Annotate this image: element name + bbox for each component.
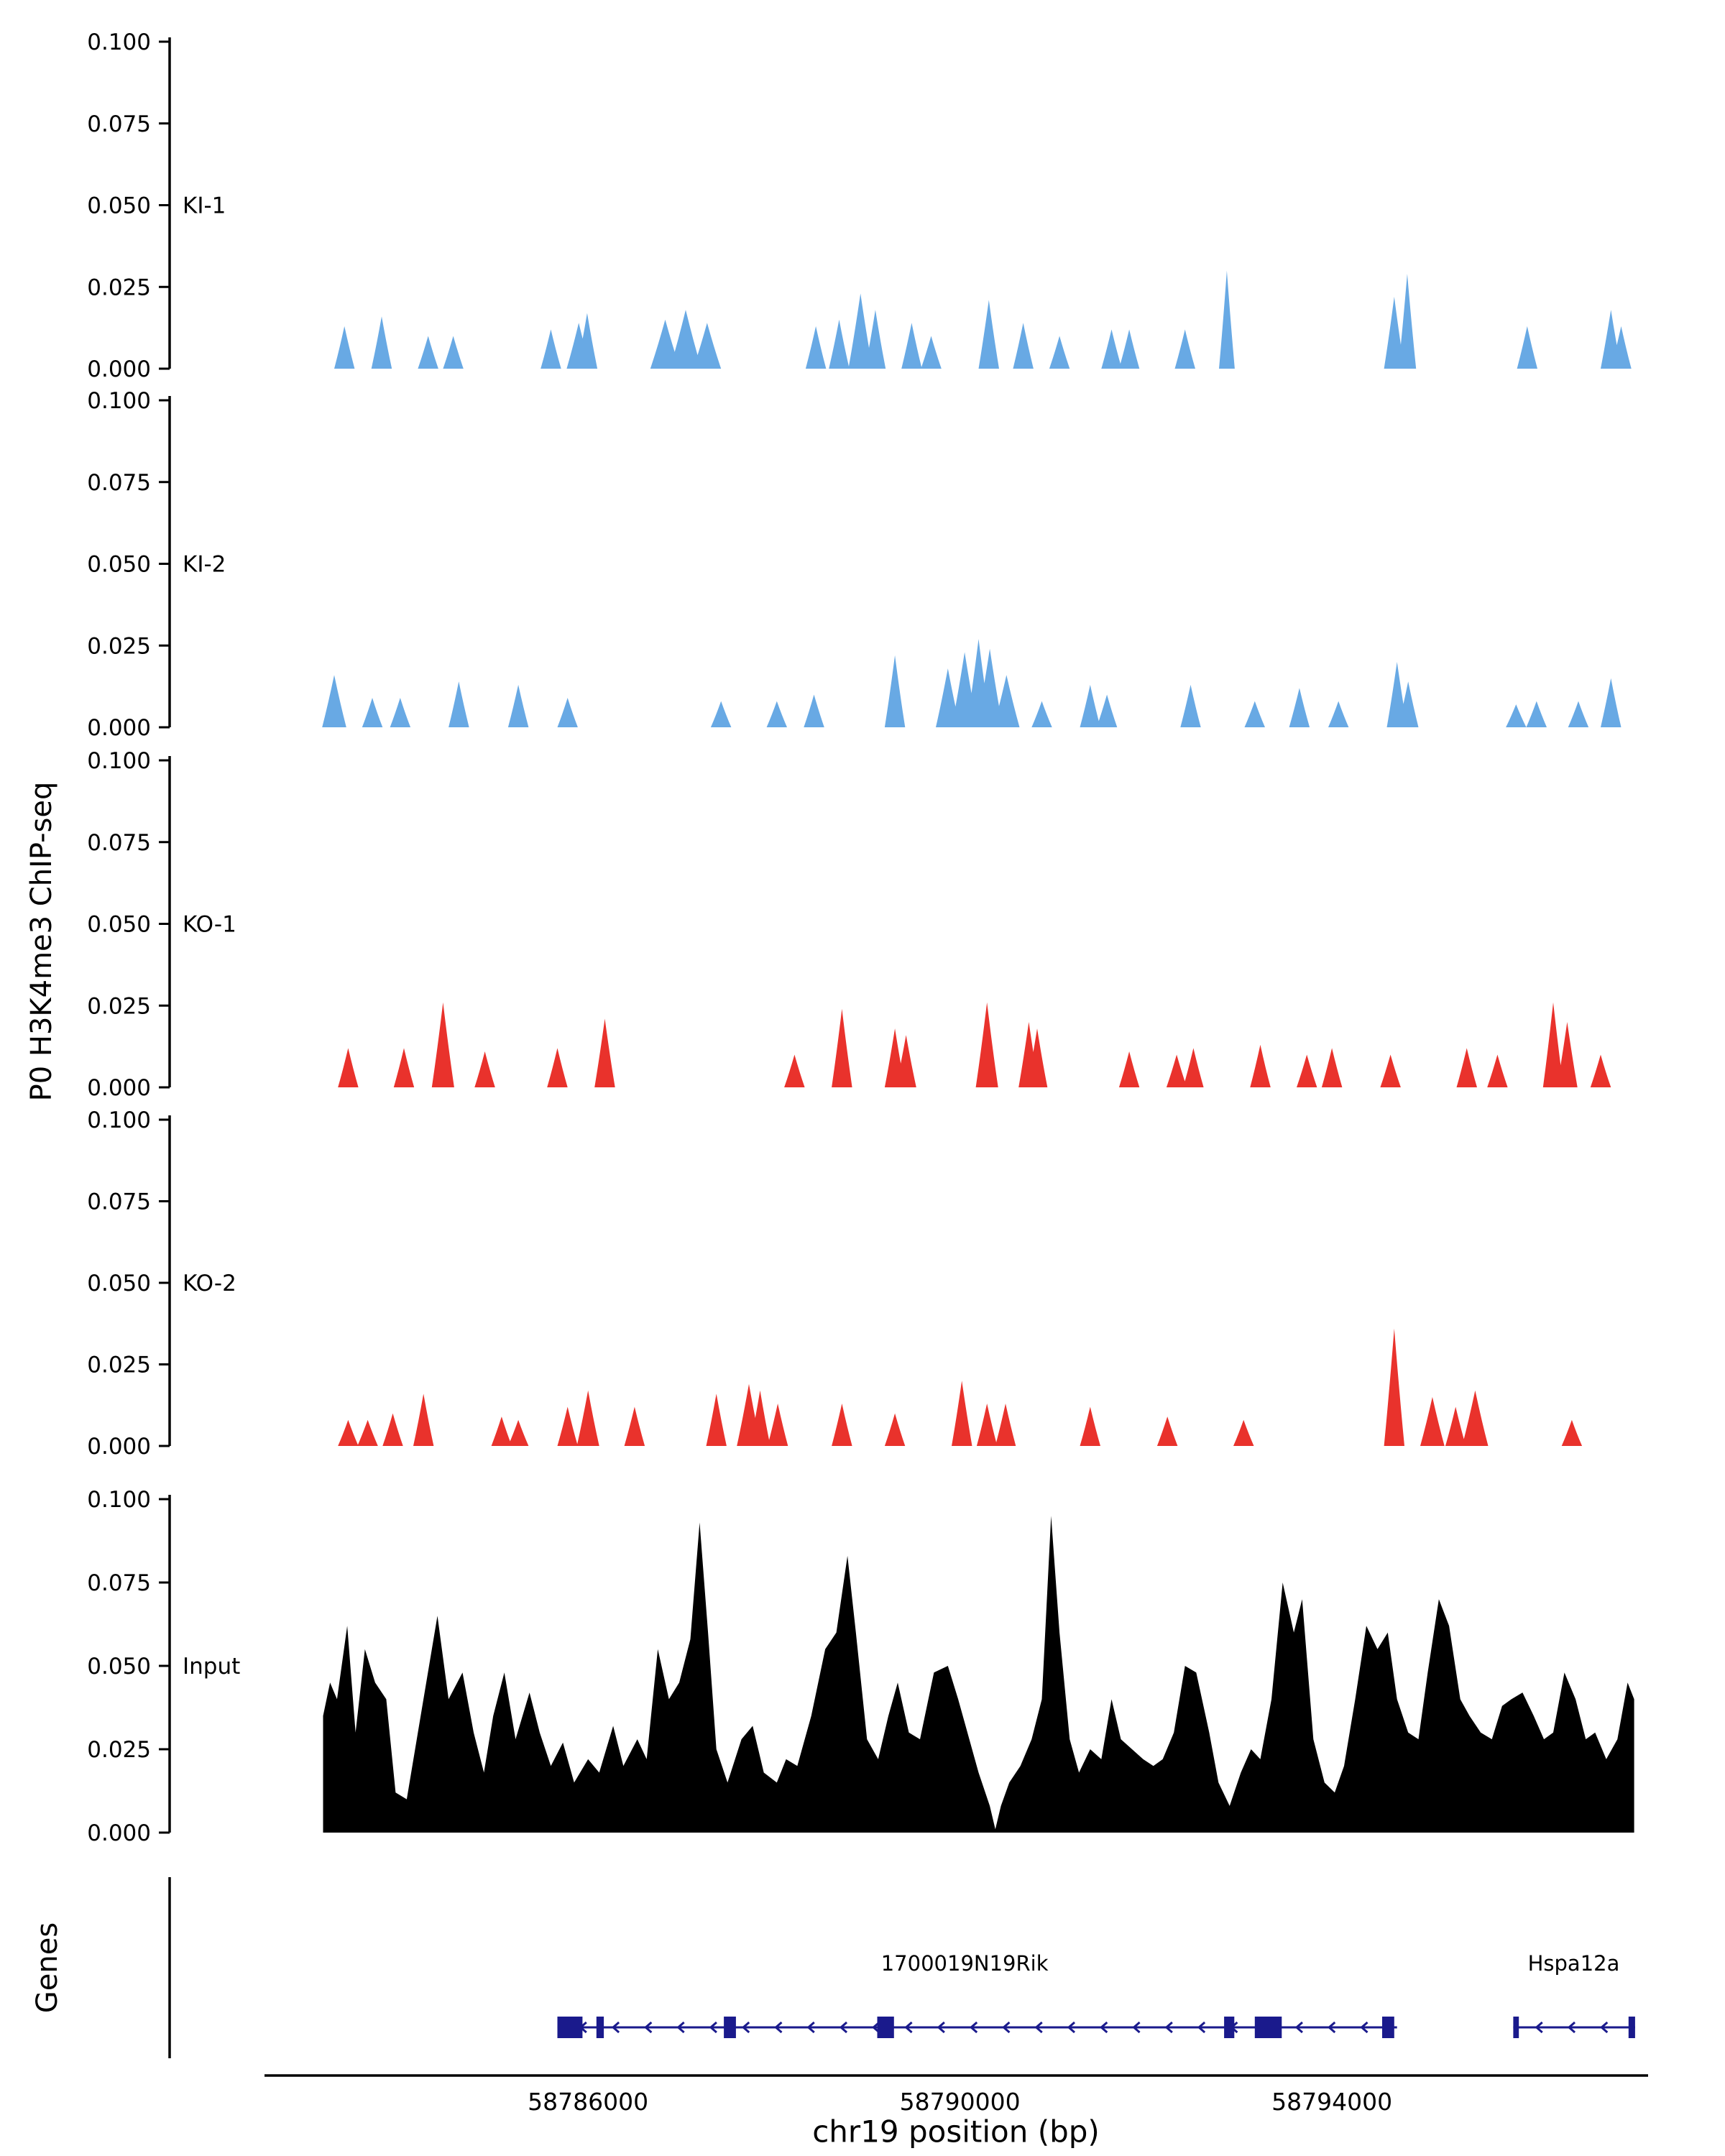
exon-box xyxy=(1254,2017,1282,2038)
y-tick-label: 0.050 xyxy=(87,912,151,938)
x-axis-title: chr19 position (bp) xyxy=(812,2114,1100,2150)
x-tick-label: 58790000 xyxy=(900,2088,1021,2116)
strand-arrow-icon xyxy=(709,2021,717,2034)
track-label-ki-2: KI-2 xyxy=(183,552,226,578)
y-tick-label: 0.000 xyxy=(87,1820,151,1846)
exon-box xyxy=(557,2017,583,2038)
y-tick-label: 0.050 xyxy=(87,1271,151,1296)
strand-arrow-icon xyxy=(611,2021,620,2034)
exon-box xyxy=(724,2017,736,2038)
strand-arrow-icon xyxy=(1067,2021,1076,2034)
y-tick-label: 0.075 xyxy=(87,470,151,496)
y-tick-label: 0.100 xyxy=(87,748,151,774)
signal-peaks-ki-1 xyxy=(334,270,1632,369)
strand-arrow-icon xyxy=(1100,2021,1108,2034)
strand-arrow-icon xyxy=(937,2021,945,2034)
exon-box xyxy=(596,2017,604,2038)
x-tick-label: 58786000 xyxy=(528,2088,648,2116)
gene-label: Hspa12a xyxy=(1528,1951,1620,1976)
strand-arrow-icon xyxy=(774,2021,783,2034)
y-tick-label: 0.025 xyxy=(87,993,151,1019)
track-label-ki-1: KI-1 xyxy=(183,193,226,219)
y-tick-label: 0.050 xyxy=(87,552,151,578)
strand-arrow-icon xyxy=(1164,2021,1173,2034)
strand-arrow-icon xyxy=(1002,2021,1011,2034)
exon-box xyxy=(1224,2017,1235,2038)
strand-arrow-icon xyxy=(969,2021,978,2034)
y-tick-label: 0.025 xyxy=(87,1737,151,1763)
y-tick-label: 0.050 xyxy=(87,193,151,219)
strand-arrow-icon xyxy=(806,2021,815,2034)
strand-arrow-icon xyxy=(1360,2021,1368,2034)
signal-profile-input xyxy=(323,1516,1634,1833)
strand-arrow-icon xyxy=(839,2021,848,2034)
signal-peaks-ko-2 xyxy=(338,1328,1583,1446)
y-tick-label: 0.000 xyxy=(87,1434,151,1460)
strand-arrow-icon xyxy=(1132,2021,1141,2034)
exon-box xyxy=(1382,2017,1394,2038)
y-tick-label: 0.000 xyxy=(87,356,151,382)
y-tick-label: 0.025 xyxy=(87,275,151,300)
strand-arrow-icon xyxy=(1294,2021,1303,2034)
y-tick-label: 0.075 xyxy=(87,1570,151,1596)
y-tick-label: 0.000 xyxy=(87,1075,151,1101)
strand-arrow-icon xyxy=(1034,2021,1043,2034)
strand-arrow-icon xyxy=(1535,2021,1543,2034)
track-label-input: Input xyxy=(183,1654,240,1680)
y-tick-label: 0.075 xyxy=(87,1189,151,1215)
gene-label: 1700019N19Rik xyxy=(881,1951,1049,1976)
y-tick-label: 0.050 xyxy=(87,1654,151,1680)
strand-arrow-icon xyxy=(1197,2021,1206,2034)
track-label-ko-2: KO-2 xyxy=(183,1271,236,1296)
y-tick-label: 0.100 xyxy=(87,29,151,55)
track-label-ko-1: KO-1 xyxy=(183,912,236,938)
strand-arrow-icon xyxy=(1327,2021,1336,2034)
y-tick-label: 0.025 xyxy=(87,1353,151,1378)
x-tick-label: 58794000 xyxy=(1271,2088,1392,2116)
strand-arrow-icon xyxy=(1567,2021,1576,2034)
exon-box xyxy=(1513,2017,1519,2038)
y-tick-label: 0.075 xyxy=(87,830,151,856)
strand-arrow-icon xyxy=(644,2021,653,2034)
y-tick-label: 0.000 xyxy=(87,715,151,741)
signal-peaks-ki-2 xyxy=(322,639,1622,727)
exon-box xyxy=(877,2017,894,2038)
strand-arrow-icon xyxy=(904,2021,913,2034)
y-tick-label: 0.100 xyxy=(87,388,151,414)
strand-arrow-icon xyxy=(1600,2021,1609,2034)
exon-box xyxy=(1628,2017,1635,2038)
y-tick-label: 0.100 xyxy=(87,1107,151,1133)
y-tick-label: 0.075 xyxy=(87,111,151,137)
strand-arrow-icon xyxy=(741,2021,750,2034)
signal-peaks-ko-1 xyxy=(338,1002,1611,1087)
y-tick-label: 0.100 xyxy=(87,1487,151,1513)
strand-arrow-icon xyxy=(676,2021,685,2034)
y-tick-label: 0.025 xyxy=(87,633,151,659)
